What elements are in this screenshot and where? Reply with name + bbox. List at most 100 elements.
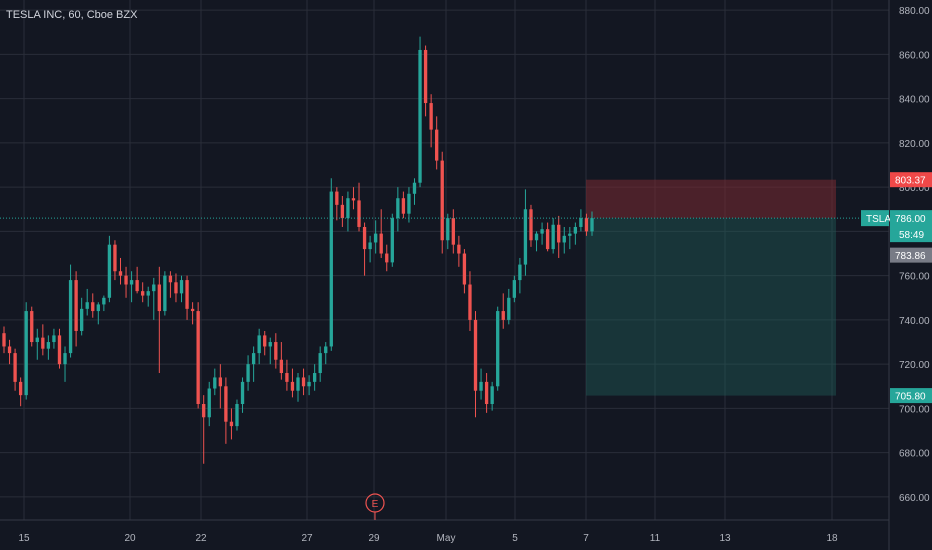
candle-body xyxy=(357,200,361,227)
candle xyxy=(246,355,250,391)
candle xyxy=(573,222,578,245)
candle-body xyxy=(462,253,467,285)
y-tick-label: 800.00 xyxy=(899,183,930,194)
earnings-marker[interactable]: E xyxy=(365,493,385,520)
y-tick-label: 680.00 xyxy=(899,449,930,460)
candle-body xyxy=(318,353,322,374)
candle-body xyxy=(251,353,256,365)
candle xyxy=(351,187,356,210)
candle xyxy=(35,328,39,360)
candle-body xyxy=(557,224,561,243)
candle xyxy=(196,302,200,409)
candle xyxy=(451,209,455,254)
candle-body xyxy=(362,226,367,250)
candle xyxy=(296,373,300,402)
x-axis[interactable]: 15 20 22 27 29 May 5 7 11 13 18 xyxy=(0,519,889,544)
candle xyxy=(224,377,228,444)
candle xyxy=(507,288,511,325)
candle-body xyxy=(229,421,234,427)
candle-body xyxy=(418,49,422,183)
candle xyxy=(46,335,51,360)
candle xyxy=(523,189,528,276)
candle-body xyxy=(440,160,444,241)
candle-body xyxy=(163,275,167,312)
candle-body xyxy=(496,311,500,387)
candle-body xyxy=(590,218,594,232)
candle xyxy=(307,375,311,396)
candle xyxy=(41,324,45,356)
y-axis[interactable]: 660.00680.00700.00720.00740.00760.00780.… xyxy=(888,0,930,550)
candle xyxy=(285,359,289,391)
candle xyxy=(163,271,167,316)
candle-body xyxy=(235,404,239,427)
candle-body xyxy=(346,198,350,219)
candle xyxy=(390,213,394,267)
candle xyxy=(235,399,239,431)
candle-body xyxy=(390,218,394,263)
candle xyxy=(18,377,23,407)
candle xyxy=(423,45,428,117)
symbol-title: TESLA INC, 60, Cboe BZX xyxy=(6,9,138,21)
candle xyxy=(562,226,566,254)
candle xyxy=(251,346,256,382)
candle xyxy=(229,408,234,440)
x-tick-label: 15 xyxy=(18,533,30,544)
candle xyxy=(102,295,106,312)
candle-body xyxy=(379,233,383,254)
candle xyxy=(418,36,422,188)
candle xyxy=(329,178,333,351)
candle-body xyxy=(202,404,206,418)
candle xyxy=(218,364,223,409)
candle xyxy=(407,187,411,223)
candle xyxy=(129,271,134,303)
candle-body xyxy=(146,291,150,296)
candle-body xyxy=(457,244,461,254)
candle-body xyxy=(540,229,544,234)
candle xyxy=(429,94,433,148)
last-price-tag-bg xyxy=(890,247,932,263)
candle xyxy=(279,342,284,380)
candle-body xyxy=(451,218,455,245)
candle xyxy=(446,213,450,250)
candle-body xyxy=(385,253,389,263)
profit-target-zone xyxy=(586,218,836,396)
candle xyxy=(79,297,84,336)
candle xyxy=(202,395,206,464)
candle xyxy=(68,264,73,358)
candle-body xyxy=(52,335,56,343)
y-tick-label: 700.00 xyxy=(899,404,930,415)
candle xyxy=(357,182,361,232)
candle xyxy=(324,342,328,365)
candle-body xyxy=(213,377,217,389)
y-tick-label: 740.00 xyxy=(899,316,930,327)
candle-body xyxy=(96,304,100,312)
candle-body xyxy=(168,275,173,283)
candle xyxy=(52,328,56,349)
candle xyxy=(540,222,544,245)
candle-body xyxy=(74,280,78,331)
candle xyxy=(529,204,533,247)
candle xyxy=(30,306,34,347)
x-tick-label: May xyxy=(437,533,456,544)
candle xyxy=(2,326,6,354)
x-tick-label: 13 xyxy=(719,533,731,544)
candle xyxy=(462,249,467,294)
stop-price-tag-bg xyxy=(890,172,932,188)
candle-body xyxy=(57,335,62,365)
candle xyxy=(240,377,245,413)
y-tick-label: 820.00 xyxy=(899,139,930,150)
candle xyxy=(213,368,217,396)
target-price-tag-bg xyxy=(890,388,932,404)
candle-body xyxy=(501,311,505,320)
candle xyxy=(435,116,439,170)
candle-body xyxy=(523,209,528,265)
candle-body xyxy=(468,284,472,320)
candle xyxy=(551,218,555,254)
x-tick-label: 20 xyxy=(124,533,136,544)
candle xyxy=(379,209,383,258)
candle xyxy=(457,235,461,267)
candle xyxy=(63,346,67,382)
candle-body xyxy=(429,103,433,130)
